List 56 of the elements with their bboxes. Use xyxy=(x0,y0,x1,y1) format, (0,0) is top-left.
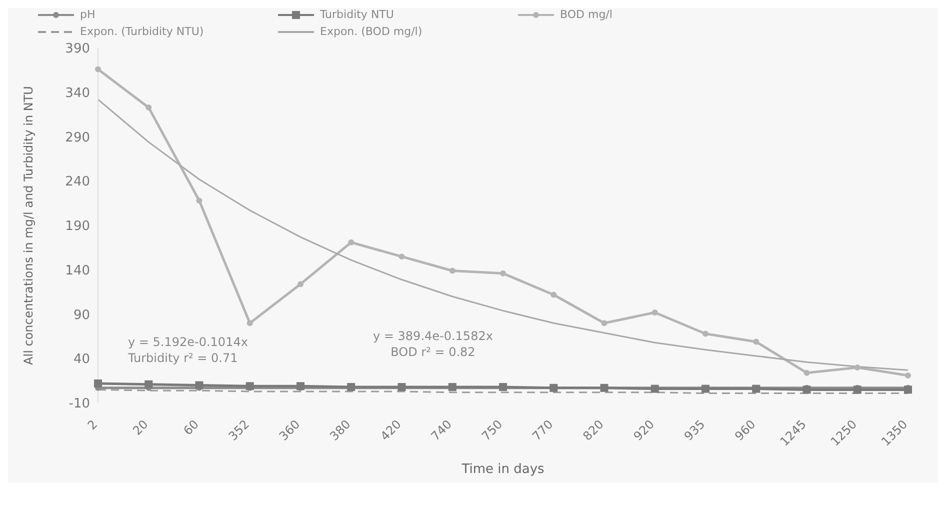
x-tick-label: 920 xyxy=(630,417,657,444)
x-tick-label: 420 xyxy=(378,417,404,444)
y-tick-label: 190 xyxy=(65,219,90,234)
point xyxy=(753,338,760,345)
y-tick-label: 140 xyxy=(65,263,90,278)
point xyxy=(802,386,811,394)
point xyxy=(348,239,354,246)
point xyxy=(146,104,152,110)
point xyxy=(904,386,912,394)
y-tick-label: 90 xyxy=(73,308,90,323)
point xyxy=(853,386,862,394)
y-tick-label: 290 xyxy=(65,130,90,146)
point xyxy=(804,370,810,376)
point xyxy=(196,198,202,204)
x-tick-label: 740 xyxy=(428,417,454,444)
point xyxy=(246,320,253,326)
point xyxy=(195,381,204,390)
x-tick-label: 380 xyxy=(327,417,354,444)
x-axis-title: Time in days xyxy=(460,462,545,477)
point xyxy=(905,372,911,378)
point xyxy=(500,270,506,276)
y-tick-label: 40 xyxy=(73,352,90,368)
point xyxy=(398,254,405,260)
point xyxy=(550,292,557,298)
y-tick-label: 340 xyxy=(65,86,90,101)
legend-label: Turbidity NTU xyxy=(320,8,394,21)
point xyxy=(144,380,153,388)
point xyxy=(652,309,658,316)
y-tick-label: 390 xyxy=(65,42,90,57)
y-tick-label: 240 xyxy=(65,174,90,190)
annotation: y = 5.192e-0.1014x xyxy=(128,334,248,350)
legend-label: Expon. (BOD mg/l) xyxy=(320,25,422,38)
y-axis-title: All concentrations in mg/l and Turbidity in NTU xyxy=(21,86,36,365)
annotation: BOD r² = 0.82 xyxy=(390,344,476,360)
x-tick-label: 960 xyxy=(732,417,758,444)
x-tick-label: 2 xyxy=(84,417,100,433)
point xyxy=(95,66,101,72)
annotation: y = 389.4e-0.1582x xyxy=(373,328,493,344)
point xyxy=(298,281,304,288)
x-tick-label: 820 xyxy=(580,417,606,444)
legend-label: BOD mg/l xyxy=(560,8,612,21)
legend-label: Expon. (Turbidity NTU) xyxy=(80,25,204,38)
point xyxy=(854,364,860,370)
y-tick-label: -10 xyxy=(68,396,90,412)
legend-label: pH xyxy=(80,8,96,21)
x-tick-label: 60 xyxy=(180,417,202,438)
x-tick-label: 750 xyxy=(479,417,506,444)
point xyxy=(702,330,708,337)
point xyxy=(449,268,456,274)
x-tick-label: 770 xyxy=(530,417,556,444)
x-tick-label: 352 xyxy=(226,417,252,444)
point xyxy=(601,320,608,326)
x-tick-label: 20 xyxy=(130,417,151,438)
annotation: Turbidity r² = 0.71 xyxy=(128,350,239,366)
point xyxy=(94,379,102,388)
x-tick-label: 360 xyxy=(276,417,303,444)
